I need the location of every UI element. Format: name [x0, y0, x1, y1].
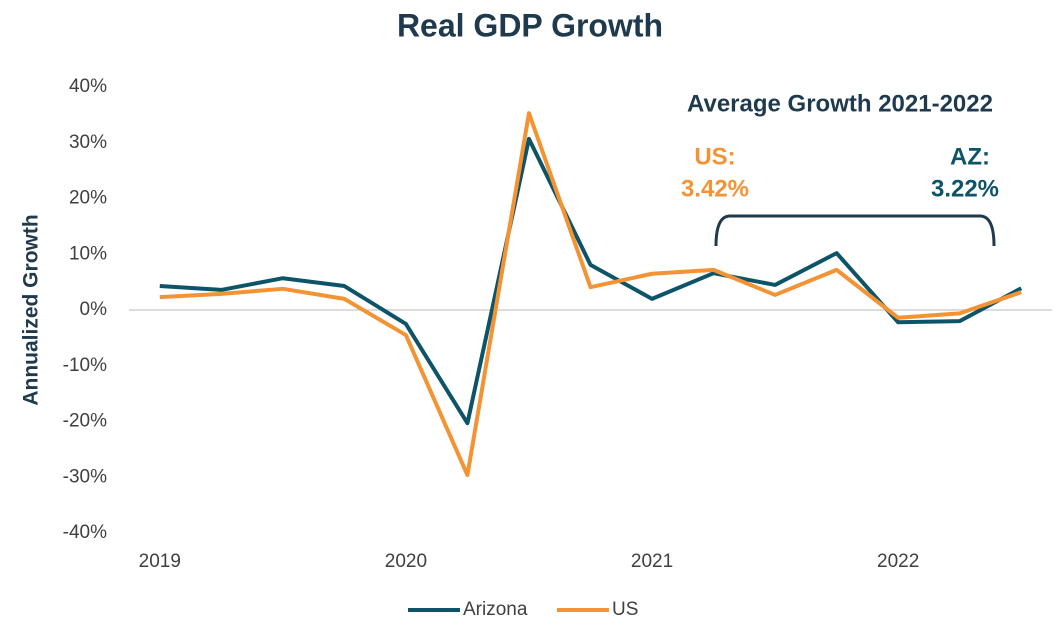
legend-label: Arizona — [463, 599, 528, 620]
y-tick-label: -20% — [63, 411, 107, 432]
y-tick-label: 10% — [69, 243, 107, 264]
x-tick-label: 2020 — [385, 551, 427, 572]
y-tick-label: -10% — [63, 355, 107, 376]
y-tick-label: -40% — [63, 522, 107, 543]
annotation: 3.42% — [681, 175, 749, 202]
legend-label: US — [612, 599, 638, 620]
y-tick-label: 0% — [80, 299, 108, 320]
x-tick-label: 2021 — [631, 551, 673, 572]
y-tick-label: -30% — [63, 466, 107, 487]
annotation: 3.22% — [931, 175, 999, 202]
y-axis-label: Annualized Growth — [20, 214, 43, 405]
y-tick-label: 30% — [69, 132, 107, 153]
annotation: Average Growth 2021-2022 — [687, 90, 993, 117]
chart-title: Real GDP Growth — [397, 7, 663, 43]
annotation: AZ: — [950, 143, 990, 170]
x-tick-label: 2019 — [139, 551, 181, 572]
line-series — [159, 111, 1022, 478]
annotation: US: — [694, 143, 735, 170]
x-tick-label: 2022 — [877, 551, 919, 572]
y-tick-label: 40% — [69, 76, 107, 97]
bracket — [714, 214, 996, 247]
line-series — [159, 136, 1023, 426]
y-tick-label: 20% — [69, 188, 107, 209]
